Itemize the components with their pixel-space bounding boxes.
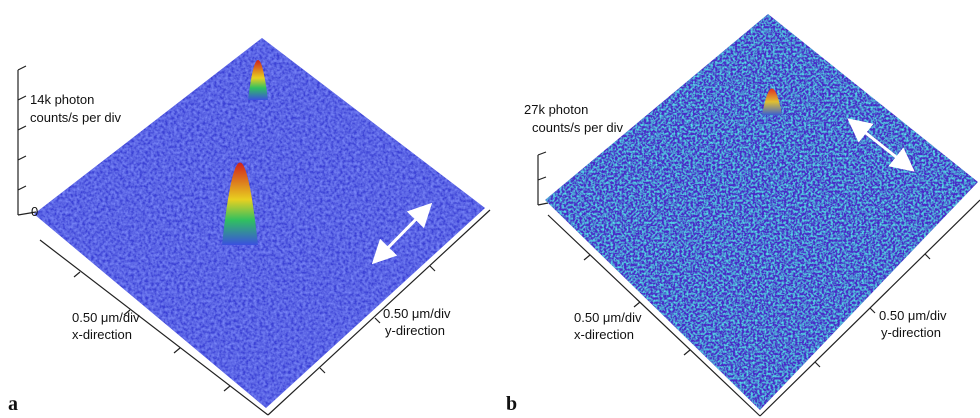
y-axis	[267, 209, 491, 416]
z-label: counts/s per div	[532, 120, 624, 135]
z-label: counts/s per div	[30, 110, 122, 125]
x-axis-label: x-direction	[72, 327, 132, 342]
y-axis-label: 0.50 μm/div	[383, 306, 451, 321]
y-axis-label: y-direction	[385, 323, 445, 338]
z-label: 27k photon	[524, 102, 588, 117]
peak	[248, 60, 268, 100]
z-label: 14k photon	[30, 92, 94, 107]
y-axis	[759, 199, 980, 417]
x-axis-label: x-direction	[574, 327, 634, 342]
peak	[222, 162, 258, 245]
x-axis-label: 0.50 μm/div	[574, 310, 642, 325]
x-axis	[547, 214, 761, 417]
x-axis-label: 0.50 μm/div	[72, 310, 140, 325]
panel-label: a	[8, 393, 18, 415]
arrow	[847, 118, 915, 172]
y-axis-label: 0.50 μm/div	[879, 308, 947, 323]
surface	[34, 38, 485, 408]
arrow	[371, 202, 433, 265]
surface	[545, 14, 978, 410]
x-axis	[39, 239, 269, 416]
z-axis	[17, 65, 37, 216]
y-axis-label: y-direction	[881, 325, 941, 340]
panel-label: b	[506, 393, 517, 415]
z-zero: 0	[31, 204, 38, 219]
z-axis	[537, 151, 549, 206]
peak	[762, 88, 782, 115]
panel-a: 14k photon counts/s per div 0 0.50 μm/di…	[8, 38, 491, 416]
panel-b: 27k photon counts/s per div 0.50 μm/div …	[506, 14, 980, 417]
